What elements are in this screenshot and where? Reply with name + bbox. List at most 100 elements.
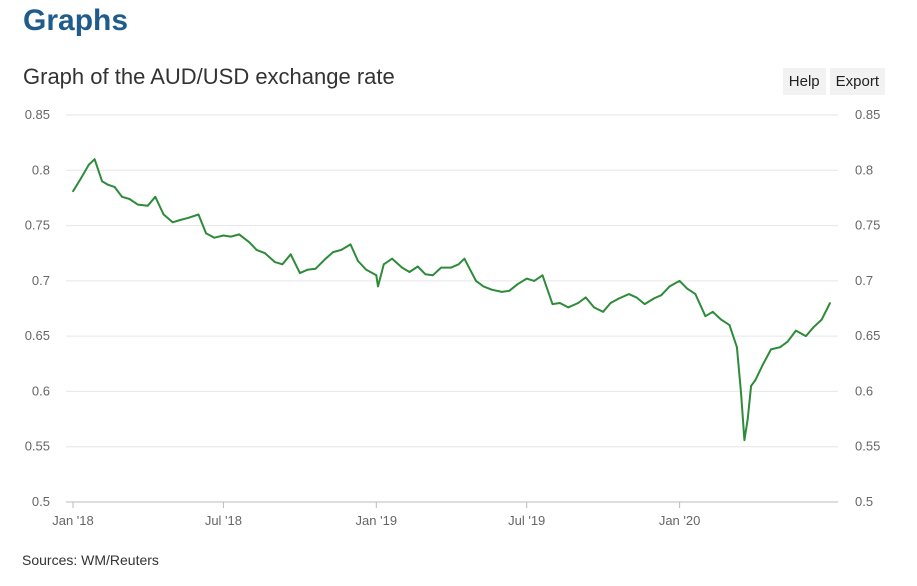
data-point — [743, 439, 746, 441]
series-line-aud-usd — [72, 158, 831, 442]
data-point — [686, 287, 688, 290]
data-point — [375, 274, 378, 277]
data-point — [324, 257, 327, 260]
data-point — [660, 294, 663, 297]
data-point — [128, 198, 131, 200]
data-point — [618, 297, 620, 300]
data-point — [711, 310, 714, 313]
data-point — [475, 280, 477, 282]
data-point — [205, 232, 207, 235]
y-tick-label-right: 0.85 — [855, 107, 880, 122]
data-point — [340, 249, 343, 251]
data-point — [577, 302, 580, 304]
data-point — [391, 257, 393, 260]
data-point — [349, 243, 352, 246]
series-layer — [72, 158, 831, 442]
data-point — [508, 289, 511, 292]
y-tick-label-left: 0.7 — [32, 273, 50, 288]
data-point — [551, 303, 554, 305]
data-point — [500, 291, 503, 293]
data-point — [786, 340, 789, 343]
data-point — [222, 234, 225, 237]
section-heading: Graphs — [23, 4, 129, 37]
data-point — [289, 253, 292, 256]
data-point — [332, 251, 334, 254]
data-point — [602, 310, 604, 313]
y-tick-label-left: 0.55 — [25, 439, 50, 454]
data-point — [264, 252, 266, 255]
source-note: Sources: WM/Reuters — [22, 552, 159, 568]
chart-title: Graph of the AUD/USD exchange rate — [23, 64, 395, 89]
data-point — [694, 293, 697, 295]
y-tick-label-left: 0.8 — [32, 162, 50, 177]
y-tick-label-left: 0.85 — [25, 107, 50, 122]
data-point — [408, 271, 411, 273]
data-point — [720, 318, 722, 321]
data-point — [525, 277, 528, 280]
data-point — [652, 297, 655, 300]
data-point — [567, 306, 570, 309]
y-tick-label-left: 0.5 — [32, 494, 50, 509]
data-point — [230, 235, 232, 238]
y-axis-right: 0.5 0.55 0.6 0.65 0.7 0.75 0.8 0.85 — [855, 107, 880, 509]
data-point — [728, 324, 731, 326]
y-tick-label-right: 0.8 — [855, 162, 873, 177]
y-tick-label-left: 0.6 — [32, 383, 50, 398]
y-tick-label-right: 0.75 — [855, 218, 880, 233]
data-point — [820, 318, 823, 321]
data-point — [424, 273, 427, 276]
data-point — [628, 293, 630, 295]
y-axis-left: 0.5 0.55 0.6 0.65 0.7 0.75 0.8 0.85 — [25, 107, 50, 509]
data-point — [463, 257, 466, 260]
data-point — [299, 272, 301, 274]
y-tick-label-right: 0.7 — [855, 273, 873, 288]
data-point — [87, 163, 90, 166]
data-point — [79, 178, 82, 181]
data-point — [482, 285, 485, 288]
data-point — [401, 266, 403, 269]
data-point — [281, 263, 284, 266]
x-tick-label: Jan '20 — [659, 513, 701, 528]
x-tick-label: Jan '19 — [356, 513, 398, 528]
data-point — [248, 241, 251, 244]
data-point — [171, 221, 174, 224]
data-point — [154, 195, 157, 198]
data-point — [736, 346, 738, 349]
x-axis: Jan '18 Jul '18 Jan '19 Jul '19 Jan '20 — [52, 502, 700, 528]
y-tick-label-right: 0.5 — [855, 494, 873, 509]
chart-toolbar: Help Export — [782, 68, 885, 95]
data-point — [197, 213, 200, 216]
data-point — [761, 364, 764, 366]
data-point — [643, 303, 646, 305]
data-point — [795, 329, 797, 332]
data-point — [704, 315, 707, 318]
data-point — [750, 385, 752, 387]
help-button[interactable]: Help — [782, 68, 826, 95]
data-point — [416, 265, 419, 268]
y-tick-label-right: 0.6 — [855, 383, 873, 398]
data-point — [255, 249, 258, 251]
data-point — [187, 216, 190, 219]
data-point — [541, 274, 544, 277]
data-point — [668, 285, 671, 288]
data-point — [754, 379, 757, 382]
data-point — [121, 195, 123, 198]
data-point — [107, 183, 109, 186]
data-point — [382, 263, 385, 266]
data-point — [812, 326, 815, 329]
data-point — [805, 335, 807, 337]
y-tick-label-left: 0.65 — [25, 328, 50, 343]
data-point — [450, 266, 452, 269]
data-point — [238, 233, 241, 236]
x-tick-label: Jan '18 — [52, 513, 94, 528]
data-point — [678, 280, 681, 282]
data-point — [770, 348, 772, 351]
data-point — [213, 236, 216, 239]
data-point — [746, 418, 749, 420]
data-point — [113, 186, 116, 188]
data-point — [490, 288, 493, 291]
export-button[interactable]: Export — [829, 68, 885, 95]
data-point — [357, 260, 359, 262]
data-point — [365, 268, 368, 271]
